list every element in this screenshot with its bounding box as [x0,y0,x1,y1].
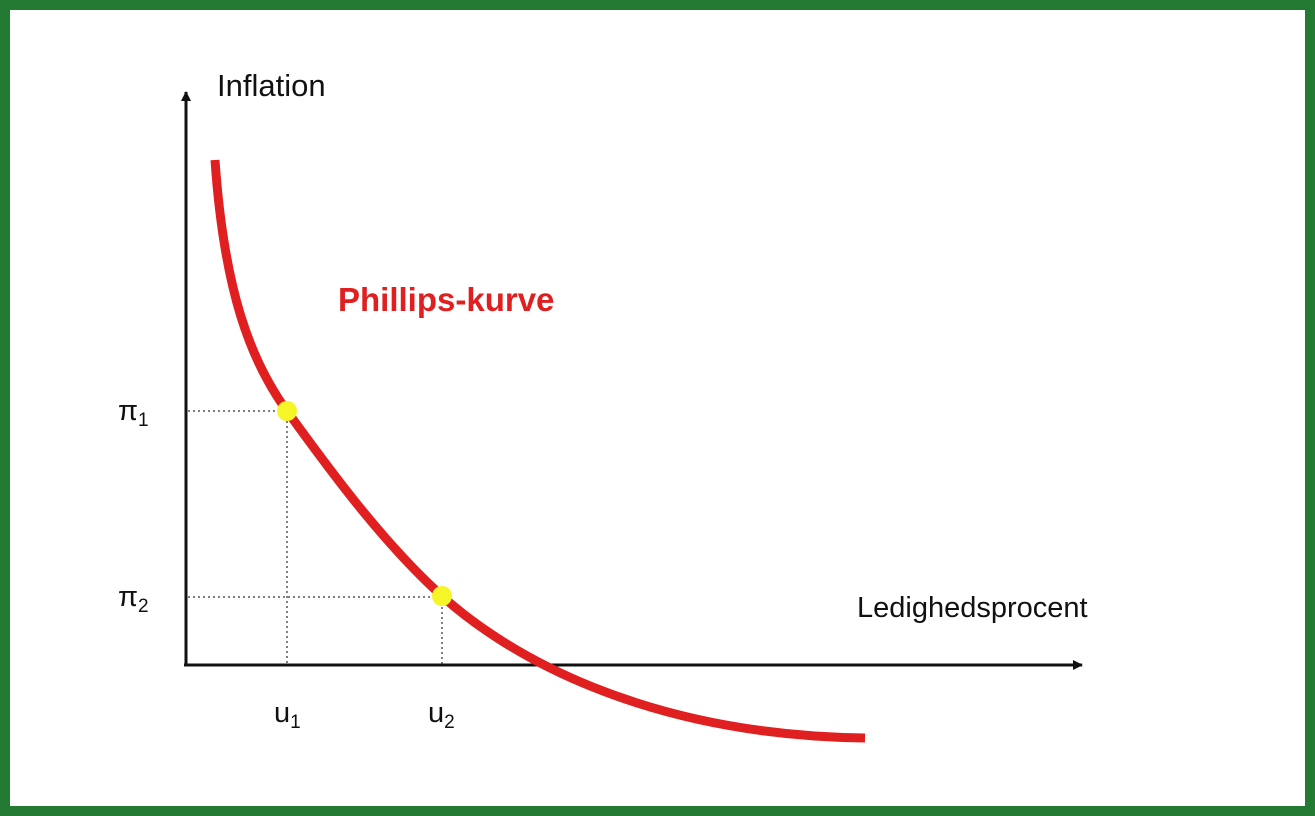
label-part: 2 [138,596,149,617]
y-marker: π1 [118,395,149,431]
point [277,401,297,421]
guide-lines [188,410,443,664]
phillips-curve [210,159,866,743]
label-part: u [274,697,290,729]
x-axis-label: Ledighedsprocent [857,592,1088,624]
label-part: 1 [138,410,149,431]
label-part: π [118,581,138,613]
label-part: 1 [290,712,301,733]
label-part: π [118,395,138,427]
point [432,586,452,606]
y-axis-label: Inflation [217,68,326,103]
curve-label: Phillips-kurve [338,281,554,318]
label-part: 2 [444,712,455,733]
label-part: u [428,697,444,729]
x-marker: u2 [428,697,455,733]
x-marker: u1 [274,697,301,733]
y-marker: π2 [118,581,149,617]
